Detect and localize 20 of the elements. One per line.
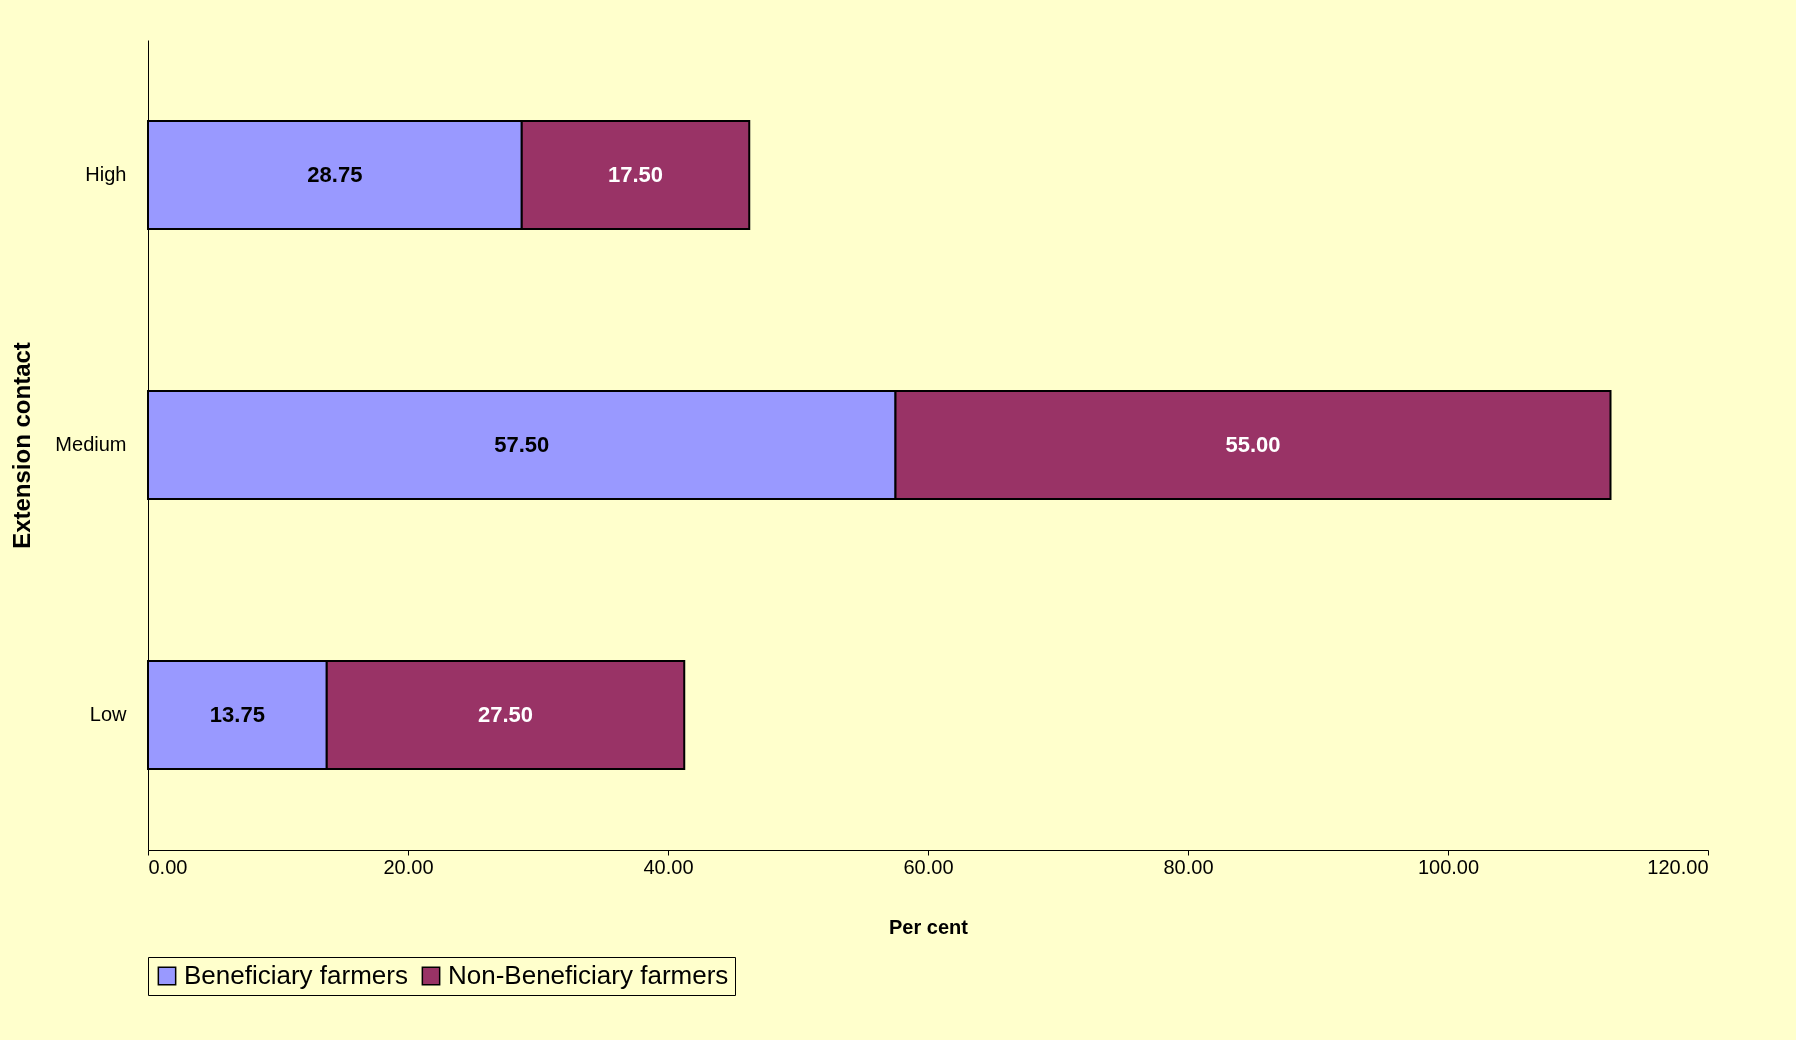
y-tick-label: Medium bbox=[55, 433, 127, 455]
x-tick-label: 0.00 bbox=[148, 855, 188, 878]
legend-label: Non-Beneficiary farmers bbox=[448, 960, 729, 990]
y-tick-label: High bbox=[85, 163, 127, 185]
data-label: 13.75 bbox=[209, 702, 265, 727]
data-label: 17.50 bbox=[607, 162, 664, 187]
x-tick-label: 100.00 bbox=[1417, 855, 1480, 878]
x-tick-label: 80.00 bbox=[1163, 855, 1214, 878]
legend-label: Beneficiary farmers bbox=[184, 960, 408, 990]
data-label: 55.00 bbox=[1225, 432, 1281, 457]
data-label: 28.75 bbox=[307, 162, 363, 187]
y-axis-title: Extension contact bbox=[8, 342, 36, 549]
x-tick-label: 40.00 bbox=[643, 855, 694, 878]
data-label: 57.50 bbox=[494, 432, 550, 457]
x-axis-title: Per cent bbox=[889, 915, 969, 938]
data-label: 27.50 bbox=[477, 702, 534, 727]
y-tick-label: Low bbox=[89, 703, 128, 725]
x-tick-label: 120.00 bbox=[1647, 855, 1709, 878]
x-tick-label: 20.00 bbox=[383, 855, 434, 878]
x-tick-label: 60.00 bbox=[903, 855, 954, 878]
